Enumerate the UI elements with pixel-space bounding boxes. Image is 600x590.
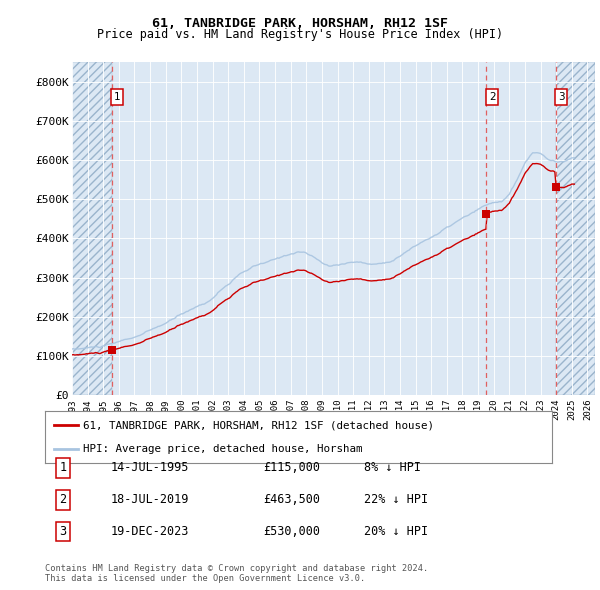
Text: 18-JUL-2019: 18-JUL-2019	[111, 493, 189, 506]
Text: 14-JUL-1995: 14-JUL-1995	[111, 461, 189, 474]
Text: 61, TANBRIDGE PARK, HORSHAM, RH12 1SF: 61, TANBRIDGE PARK, HORSHAM, RH12 1SF	[152, 17, 448, 30]
Text: 61, TANBRIDGE PARK, HORSHAM, RH12 1SF (detached house): 61, TANBRIDGE PARK, HORSHAM, RH12 1SF (d…	[83, 420, 434, 430]
Text: 8% ↓ HPI: 8% ↓ HPI	[364, 461, 421, 474]
Text: £115,000: £115,000	[263, 461, 320, 474]
Text: Contains HM Land Registry data © Crown copyright and database right 2024.
This d: Contains HM Land Registry data © Crown c…	[45, 563, 428, 583]
Text: 2: 2	[489, 92, 496, 102]
Text: £463,500: £463,500	[263, 493, 320, 506]
Text: 22% ↓ HPI: 22% ↓ HPI	[364, 493, 428, 506]
Text: 19-DEC-2023: 19-DEC-2023	[111, 525, 189, 538]
Text: HPI: Average price, detached house, Horsham: HPI: Average price, detached house, Hors…	[83, 444, 362, 454]
Bar	[556, 62, 595, 395]
Text: 2: 2	[59, 493, 67, 506]
Text: 20% ↓ HPI: 20% ↓ HPI	[364, 525, 428, 538]
Text: 1: 1	[114, 92, 121, 102]
Text: 1: 1	[59, 461, 67, 474]
Text: 3: 3	[59, 525, 67, 538]
Text: 3: 3	[558, 92, 565, 102]
Text: Price paid vs. HM Land Registry's House Price Index (HPI): Price paid vs. HM Land Registry's House …	[97, 28, 503, 41]
Text: £530,000: £530,000	[263, 525, 320, 538]
Bar	[72, 62, 112, 395]
